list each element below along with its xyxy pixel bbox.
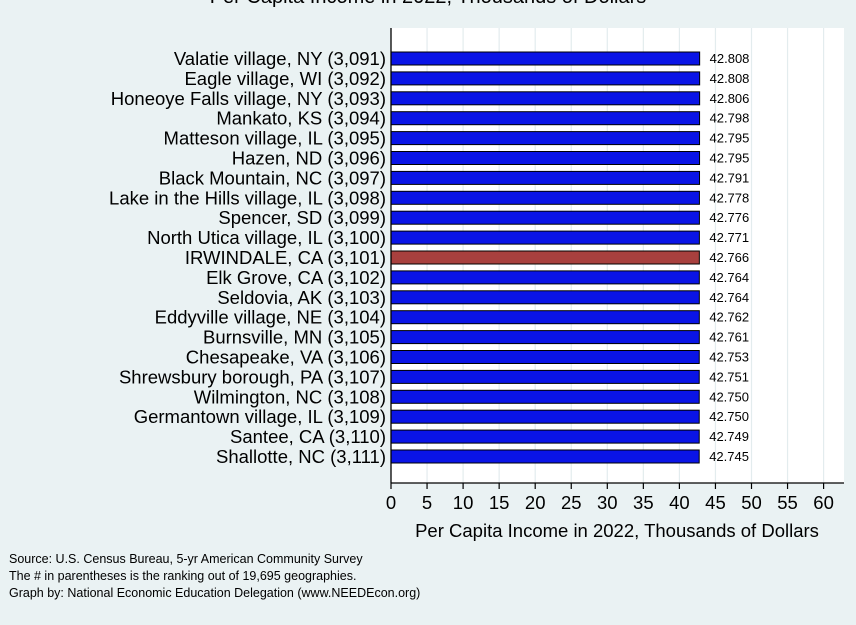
category-label: Wilmington, NC (3,108) [194,386,386,407]
bar-chart: Valatie village, NY (3,091) 42.808 Eagle v… [109,28,844,541]
bar [390,51,701,66]
x-tick-label: 20 [525,492,546,513]
x-tick-label: 15 [489,492,510,513]
footnote-credit: Graph by: National Economic Education De… [9,586,421,600]
value-label: 42.798 [710,111,750,126]
x-tick-label: 30 [597,492,618,513]
bar [390,270,700,285]
value-label: 42.762 [709,310,749,325]
category-label: Shrewsbury borough, PA (3,107) [119,366,386,387]
bar [390,71,701,86]
bar [390,250,700,265]
category-label: Elk Grove, CA (3,102) [206,267,386,288]
bar [390,409,700,424]
value-label: 42.750 [709,409,749,424]
footnote-ranking: The # in parentheses is the ranking out … [9,569,357,583]
bar [390,111,701,126]
x-tick-label: 35 [633,492,654,513]
x-tick-label: 55 [777,492,798,513]
category-label: Hazen, ND (3,096) [232,148,386,169]
bar [390,429,700,444]
category-label: North Utica village, IL (3,100) [147,227,386,248]
bar [390,369,700,384]
bar [390,350,700,364]
value-label: 42.795 [710,151,750,166]
category-label: Mankato, KS (3,094) [216,108,386,129]
value-label: 42.753 [709,350,749,365]
value-label: 42.750 [709,389,749,404]
bar [390,290,700,305]
category-label: Eddyville village, NE (3,104) [155,307,386,328]
value-label: 42.745 [709,449,749,464]
category-label: Germantown village, IL (3,109) [134,406,386,427]
bar [390,210,700,225]
value-label: 42.776 [709,210,749,225]
category-label: Santee, CA (3,110) [230,426,386,447]
value-label: 42.751 [709,369,749,384]
category-label: Spencer, SD (3,099) [218,207,386,228]
category-label: Honeoye Falls village, NY (3,093) [111,88,386,109]
x-tick-label: 25 [561,492,582,513]
bar [390,230,700,245]
bar [390,330,700,345]
bar [390,389,700,404]
chart-title: Per Capita Income in 2022, Thousands of … [0,0,856,9]
x-axis-title: Per Capita Income in 2022, Thousands of … [415,520,819,541]
value-label: 42.808 [710,51,750,66]
footnotes: Source: U.S. Census Bureau, 5-yr America… [9,551,420,602]
value-label: 42.749 [709,429,749,444]
value-label: 42.764 [709,270,749,285]
value-label: 42.795 [710,131,750,146]
value-label: 42.791 [710,170,750,185]
category-label: Chesapeake, VA (3,106) [186,347,386,368]
x-tick-label: 5 [422,492,432,513]
value-label: 42.808 [710,71,750,86]
x-tick-label: 50 [741,492,762,513]
category-label: IRWINDALE, CA (3,101) [185,247,386,268]
value-label: 42.766 [709,250,749,265]
bar [390,131,701,146]
x-tick-label: 45 [705,492,726,513]
x-tick-label: 0 [386,492,396,513]
bar [390,449,700,464]
category-label: Black Mountain, NC (3,097) [159,167,386,188]
category-label: Shallotte, NC (3,111) [216,446,386,467]
bar [390,151,701,165]
value-label: 42.806 [710,91,750,106]
value-label: 42.771 [709,230,749,245]
category-label: Valatie village, NY (3,091) [174,48,386,69]
category-label: Matteson village, IL (3,095) [164,128,386,149]
category-label: Lake in the Hills village, IL (3,098) [109,187,386,208]
x-tick-label: 40 [669,492,690,513]
category-label: Burnsville, MN (3,105) [203,327,386,348]
value-label: 42.761 [709,330,749,345]
bar [390,190,700,205]
category-label: Eagle village, WI (3,092) [184,68,386,89]
footnote-source: Source: U.S. Census Bureau, 5-yr America… [9,552,363,566]
value-label: 42.778 [709,190,749,205]
value-label: 42.764 [709,290,749,305]
bar [390,91,701,106]
category-label: Seldovia, AK (3,103) [217,287,386,308]
bar [390,170,701,185]
x-tick-label: 60 [813,492,834,513]
x-tick-label: 10 [453,492,474,513]
bar [390,310,700,325]
